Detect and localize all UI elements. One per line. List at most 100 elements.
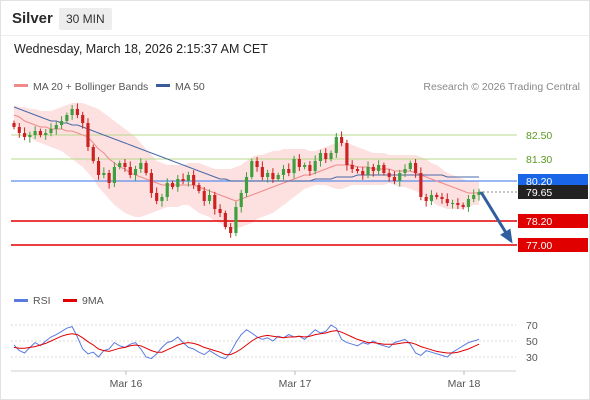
candle-body [371,167,375,171]
candle [207,189,212,205]
projection-arrow [479,191,513,244]
candle-body [435,195,439,197]
candle-body [102,173,106,175]
candle-body [450,203,455,204]
candle [44,129,48,140]
rsi-legend-swatch [14,299,28,302]
candle-body [170,183,175,187]
x-axis: Mar 16 Mar 17 Mar 18 [110,371,480,390]
candle-body [28,135,32,137]
candle-body [149,173,153,193]
candle-body [91,147,95,161]
candle [81,111,85,129]
rsi-tick-70: 70 [526,320,538,332]
candle-body [271,173,275,179]
rsi-tick-50: 50 [526,336,538,348]
candle-body [355,169,360,171]
candle-body [329,153,333,159]
candle-body [350,165,354,169]
candle [28,131,32,143]
projection-arrow-head [500,228,513,244]
support-label-box [518,214,588,228]
last-price-label-79.65: 79.65 [526,187,552,199]
candle-body [392,177,397,181]
candle [229,223,233,238]
candle-body [281,169,286,175]
candle [345,139,349,171]
candle [17,123,21,138]
candle-body [324,153,328,159]
candle [91,144,95,164]
candle-body [112,167,116,183]
candle [424,193,428,207]
candle [276,172,280,182]
candle-body [361,171,365,175]
candle [213,191,217,215]
resistance-label-81.30: 81.30 [526,154,552,166]
candle [398,169,402,187]
candle-body [186,175,190,181]
candle-body [408,163,412,169]
support-label-box [518,238,588,252]
candle-body [133,169,138,175]
candle-body [38,131,43,135]
candle [38,128,43,138]
candle [107,169,111,189]
ma50-legend-swatch [156,84,170,87]
candle-body [472,195,476,199]
candle-body [118,163,122,167]
rsi-pane [13,324,480,360]
support-label-78.20: 78.20 [526,216,552,228]
candle-body [12,123,16,127]
interval-button[interactable]: 30 MIN [59,8,112,30]
candle [33,126,37,139]
candle-body [96,161,101,175]
candle [149,169,153,198]
ma20-legend-swatch [14,84,28,87]
candle-body [139,163,143,169]
candle-body [207,195,212,201]
candle-body [81,115,85,123]
candle-body [229,227,233,233]
x-tick-label-1: Mar 17 [279,378,312,390]
candle-body [377,165,381,171]
candle-body [287,169,291,173]
candle [12,120,16,130]
candle [329,150,333,162]
candle [445,193,449,207]
candle-body [313,161,317,171]
candle [472,189,476,203]
candle-body [398,173,402,181]
candle-body [308,165,312,171]
candle [22,127,27,141]
candle [456,198,460,209]
support-label-77.00: 77.00 [526,240,552,252]
candle [292,155,296,179]
candle [160,193,164,207]
candle-body [165,183,169,197]
candle [223,210,227,230]
candle-body [429,195,434,201]
pivot-label-box [518,174,588,188]
candle [308,161,312,176]
candle [96,157,101,180]
candle [244,172,249,197]
candle-body [128,167,132,175]
candle [112,162,116,187]
candle-body [266,173,270,177]
candle-body [244,177,249,193]
header: Silver 30 MIN [1,1,589,35]
candle-body [86,123,90,147]
rsi-ma9-line [13,330,480,356]
candle [239,189,243,213]
candle [255,157,259,172]
rsi-gridlines: 70 50 30 [11,320,538,364]
candle [102,167,106,179]
candle [419,167,423,201]
candle-body [218,209,222,213]
candle [382,162,386,176]
candle [260,161,264,181]
candle-body [318,153,323,161]
